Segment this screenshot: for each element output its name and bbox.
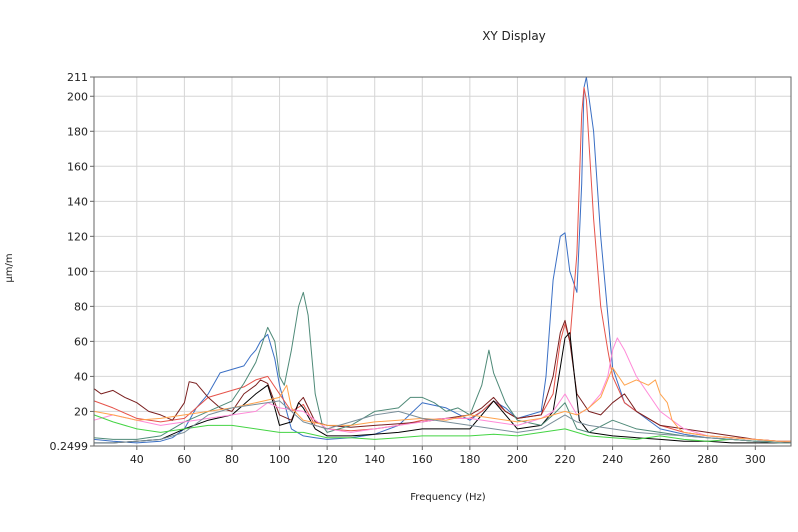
series-line-7 bbox=[93, 367, 791, 442]
x-tick-label: 200 bbox=[507, 453, 528, 466]
series-line-4 bbox=[94, 332, 791, 444]
y-tick-label: 60 bbox=[74, 335, 88, 348]
series-line-9 bbox=[94, 400, 791, 444]
x-tick-label: 280 bbox=[697, 453, 718, 466]
x-axis-title: Frequency (Hz) bbox=[410, 492, 486, 503]
x-tick-label: 240 bbox=[602, 453, 623, 466]
series-line-2 bbox=[93, 87, 791, 442]
chart-title: XY Display bbox=[482, 29, 546, 43]
y-tick-label: 40 bbox=[74, 370, 88, 383]
series-lines bbox=[93, 76, 792, 444]
y-tick-label: 211 bbox=[67, 71, 88, 84]
x-tick-label: 300 bbox=[745, 453, 766, 466]
y-axis-title: μm/m bbox=[4, 253, 15, 282]
x-tick-label: 60 bbox=[177, 453, 191, 466]
y-tick-label: 180 bbox=[67, 125, 88, 138]
x-tick-label: 120 bbox=[317, 453, 338, 466]
x-tick-label: 220 bbox=[555, 453, 576, 466]
x-tick-label: 140 bbox=[364, 453, 385, 466]
y-tick-label: 20 bbox=[74, 405, 88, 418]
y-axis-ticks: 0.2499 20 40 60 80 100 120 140 160 180 200 211 bbox=[50, 71, 94, 453]
y-tick-label: 100 bbox=[67, 265, 88, 278]
x-tick-label: 160 bbox=[412, 453, 433, 466]
y-tick-label: 200 bbox=[67, 90, 88, 103]
y-tick-label: 0.2499 bbox=[50, 440, 89, 453]
y-tick-label: 120 bbox=[67, 230, 88, 243]
x-tick-label: 80 bbox=[225, 453, 239, 466]
series-line-6 bbox=[93, 337, 791, 442]
series-line-8 bbox=[93, 414, 791, 444]
series-line-5 bbox=[93, 291, 791, 442]
y-tick-label: 140 bbox=[67, 195, 88, 208]
x-tick-label: 40 bbox=[130, 453, 144, 466]
series-line-1 bbox=[93, 76, 791, 444]
x-tick-label: 100 bbox=[269, 453, 290, 466]
y-tick-label: 80 bbox=[74, 300, 88, 313]
series-line-3 bbox=[93, 319, 792, 444]
x-axis-ticks: 40 60 80 100 120 140 160 180 200 220 240 260 280 300 bbox=[130, 446, 766, 466]
x-tick-label: 180 bbox=[459, 453, 480, 466]
grid bbox=[94, 77, 791, 446]
y-tick-label: 160 bbox=[67, 160, 88, 173]
plot-frame bbox=[93, 76, 792, 447]
x-tick-label: 260 bbox=[650, 453, 671, 466]
